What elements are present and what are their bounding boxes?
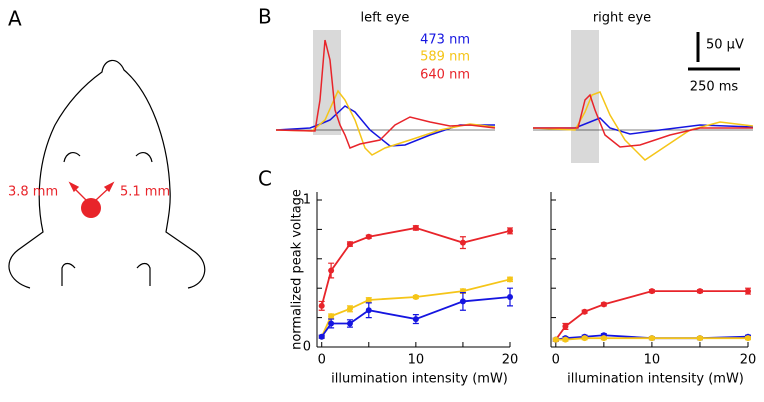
distance-arrows — [68, 181, 115, 201]
data-point — [318, 333, 325, 340]
data-point — [412, 294, 419, 301]
data-point — [365, 307, 372, 314]
data-point — [328, 320, 335, 327]
distance-label: 5.1 mm — [120, 185, 170, 200]
data-point — [346, 305, 353, 312]
data-point — [412, 224, 419, 231]
y-tick-label: 0 — [303, 340, 311, 355]
panel-label: C — [258, 167, 272, 191]
x-axis-label: illumination intensity (mW) — [567, 372, 744, 387]
x-tick-label: 20 — [502, 353, 519, 368]
data-point — [745, 288, 751, 295]
data-point — [696, 288, 703, 295]
traces — [275, 39, 754, 161]
x-tick-label: 0 — [552, 353, 560, 368]
light-spot — [81, 198, 101, 218]
legend-entry: 640 nm — [420, 68, 470, 83]
x-tick-label: 10 — [408, 353, 425, 368]
data-point — [318, 302, 325, 309]
data-point — [581, 335, 588, 342]
data-point — [552, 336, 559, 343]
data-point — [328, 313, 335, 320]
series-line — [555, 290, 748, 341]
trace — [275, 39, 496, 149]
x-tick-label: 0 — [318, 353, 326, 368]
stimulus-window — [571, 30, 599, 163]
y-axis-label: normalized peak voltage — [290, 189, 305, 350]
head-outline — [8, 59, 206, 289]
data-point — [562, 323, 569, 330]
legend-entry: 473 nm — [420, 33, 470, 48]
y-tick-label: 1 — [303, 193, 311, 208]
trace-title: left eye — [361, 11, 410, 26]
x-tick-label: 20 — [740, 353, 757, 368]
data-point — [507, 294, 513, 301]
data-point — [459, 239, 466, 246]
data-point — [696, 335, 703, 342]
data-point — [745, 335, 751, 342]
distance-label: 3.8 mm — [8, 185, 58, 200]
legend-entry: 589 nm — [420, 50, 470, 65]
x-axis-label: illumination intensity (mW) — [331, 372, 508, 387]
data-point — [507, 276, 513, 283]
data-point — [600, 335, 607, 342]
data-point — [346, 320, 353, 327]
trace — [275, 89, 496, 156]
trace-title: right eye — [593, 11, 651, 26]
scale-label: 250 ms — [690, 80, 739, 95]
data-point — [562, 336, 569, 343]
panel-label: A — [8, 7, 22, 31]
data-point — [507, 227, 513, 234]
data-point — [346, 241, 353, 248]
data-point — [328, 267, 335, 274]
x-tick-label: 10 — [644, 353, 661, 368]
data-point — [412, 316, 419, 323]
trace — [533, 93, 753, 148]
trace — [533, 117, 754, 135]
data-point — [459, 298, 466, 305]
data-point — [600, 301, 607, 308]
data-point — [365, 233, 372, 240]
data-point — [648, 288, 655, 295]
data-point — [648, 335, 655, 342]
scale-label: 50 μV — [706, 38, 744, 53]
panel-label: B — [258, 5, 272, 29]
data-point — [365, 296, 372, 303]
trace — [275, 105, 495, 147]
data-point — [581, 308, 588, 315]
